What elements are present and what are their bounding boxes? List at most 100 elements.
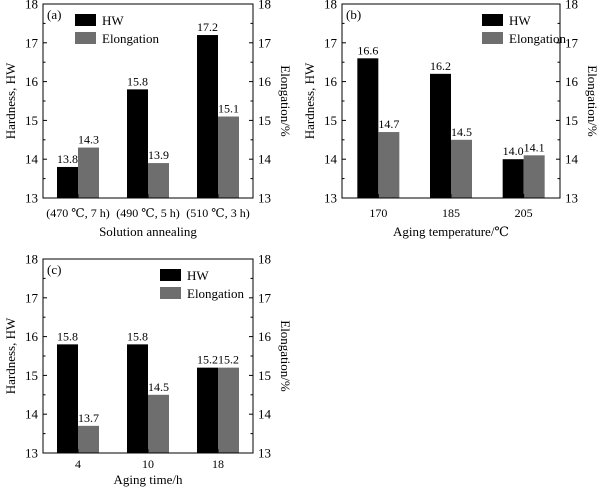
y-tick-label-right: 18 xyxy=(258,252,271,267)
hw-value-label-1: 15.8 xyxy=(57,329,78,343)
y-tick-label-right: 17 xyxy=(258,290,272,305)
x-tick-label: 185 xyxy=(442,206,460,220)
y-tick-label-right: 18 xyxy=(258,0,271,12)
chart-panel-a: 13.814.3 (470 ℃, 7 h) 15.8 13.9 (490 ℃, 5 h)… xyxy=(3,0,293,239)
y-tick-label-right: 14 xyxy=(258,407,272,422)
elongation-value-label-1: 14.3 xyxy=(78,133,99,147)
y-tick-label-left: 17 xyxy=(25,290,39,305)
y-tick-label-right: 16 xyxy=(258,329,272,344)
y-tick-label-left: 16 xyxy=(25,74,39,89)
hw-bar-2 xyxy=(127,89,148,198)
hw-value-label-2: 15.8 xyxy=(127,74,148,88)
y-tick-label-left: 14 xyxy=(25,407,39,422)
x-axis-title: Solution annealing xyxy=(99,224,197,239)
legend-swatch-hw xyxy=(482,14,503,26)
elongation-value-label-1: 13.7 xyxy=(78,411,99,425)
hw-bar-3 xyxy=(197,367,218,453)
y-tick-label-left: 16 xyxy=(25,329,39,344)
y-axis-title-left: Hardness, HW xyxy=(3,317,18,394)
panel-label: (c) xyxy=(47,262,61,277)
x-tick-label: (490 ℃, 5 h) xyxy=(116,206,179,220)
hw-bar-1 xyxy=(57,344,78,453)
y-axis-title-right: Elongation/% xyxy=(278,320,293,392)
elongation-value-label-2: 13.9 xyxy=(148,148,169,162)
y-tick-label-left: 14 xyxy=(25,152,39,167)
chart-panel-c: 15.8 13.7 4 15.8 14.5 10 15.2 15.2 18 13 13 14 14 15 1… xyxy=(3,252,293,488)
elongation-value-label-3: 15.1 xyxy=(218,102,239,116)
y-tick-label-left: 15 xyxy=(324,113,337,128)
y-tick-label-right: 15 xyxy=(565,113,578,128)
hw-value-label-1: 13.8 xyxy=(57,152,78,166)
y-tick-label-right: 16 xyxy=(258,74,272,89)
hw-bar-2 xyxy=(430,73,451,198)
hw-bar-3 xyxy=(197,35,218,198)
x-axis-title: Aging time/h xyxy=(114,472,183,487)
hw-value-label-1: 16.6 xyxy=(357,43,378,57)
y-tick-label-left: 18 xyxy=(25,0,38,12)
elongation-value-label-2: 14.5 xyxy=(148,380,169,394)
hw-value-label-3: 15.2 xyxy=(197,353,218,367)
elongation-bar-1 xyxy=(378,132,400,198)
y-tick-label-right: 16 xyxy=(565,74,579,89)
x-tick-label: 18 xyxy=(212,457,224,471)
y-tick-label-left: 17 xyxy=(324,35,338,50)
y-axis-title-right: Elongation/% xyxy=(278,65,293,137)
legend-label-elongation: Elongation xyxy=(187,286,245,301)
x-axis-title: Aging temperature/℃ xyxy=(393,224,509,239)
x-tick-label: 10 xyxy=(142,457,154,471)
legend-swatch-elongation xyxy=(482,32,503,44)
legend-label-hw: HW xyxy=(509,13,531,28)
y-tick-label-left: 18 xyxy=(25,252,38,267)
y-tick-label-right: 17 xyxy=(565,35,579,50)
hw-value-label-3: 17.2 xyxy=(197,20,218,34)
legend-label-hw: HW xyxy=(102,13,124,28)
panel-label: (b) xyxy=(346,7,361,22)
panel-label: (a) xyxy=(47,7,61,22)
y-tick-label-left: 17 xyxy=(25,35,39,50)
elongation-bar-1 xyxy=(78,425,99,453)
elongation-bar-2 xyxy=(148,163,169,198)
elongation-value-label-3: 15.2 xyxy=(218,353,239,367)
x-tick-label: 4 xyxy=(75,457,81,471)
y-tick-label-right: 14 xyxy=(258,152,272,167)
hw-value-label-2: 16.2 xyxy=(430,59,451,73)
y-tick-label-right: 13 xyxy=(258,446,271,461)
y-tick-label-right: 18 xyxy=(565,0,578,12)
x-tick-label: (470 ℃, 7 h) xyxy=(46,206,109,220)
y-tick-label-right: 15 xyxy=(258,368,271,383)
y-tick-label-right: 14 xyxy=(565,152,579,167)
elongation-value-label-1: 14.7 xyxy=(378,117,399,131)
legend-label-hw: HW xyxy=(187,268,209,283)
y-axis-title-right: Elongation/% xyxy=(585,65,600,137)
hw-value-label-3: 14.0 xyxy=(503,144,524,158)
y-axis-title-left: Hardness, HW xyxy=(3,62,18,139)
elongation-bar-2 xyxy=(148,394,169,453)
legend-label-elongation: Elongation xyxy=(509,31,567,46)
y-tick-label-left: 14 xyxy=(324,152,338,167)
y-tick-label-left: 13 xyxy=(25,446,38,461)
hw-bar-1 xyxy=(57,166,78,198)
legend-swatch-hw xyxy=(160,269,181,281)
y-tick-label-right: 13 xyxy=(565,191,578,206)
elongation-bar-1 xyxy=(78,147,99,198)
hw-value-label-2: 15.8 xyxy=(127,329,148,343)
y-tick-label-left: 16 xyxy=(324,74,338,89)
x-tick-label: (510 ℃, 3 h) xyxy=(186,206,249,220)
elongation-value-label-3: 14.1 xyxy=(524,140,545,154)
elongation-bar-3 xyxy=(523,155,545,198)
legend-swatch-elongation xyxy=(160,287,181,299)
y-tick-label-left: 15 xyxy=(25,368,38,383)
elongation-bar-3 xyxy=(218,367,239,453)
x-tick-label: 170 xyxy=(369,206,387,220)
y-tick-label-right: 17 xyxy=(258,35,272,50)
elongation-bar-3 xyxy=(218,116,239,198)
y-tick-label-left: 18 xyxy=(324,0,337,12)
y-tick-label-left: 13 xyxy=(324,191,337,206)
y-tick-label-right: 13 xyxy=(258,191,271,206)
hw-bar-2 xyxy=(127,344,148,453)
elongation-bar-2 xyxy=(451,139,472,198)
y-tick-label-left: 13 xyxy=(25,191,38,206)
y-axis-title-left: Hardness, HW xyxy=(302,62,317,139)
legend-label-elongation: Elongation xyxy=(102,31,160,46)
